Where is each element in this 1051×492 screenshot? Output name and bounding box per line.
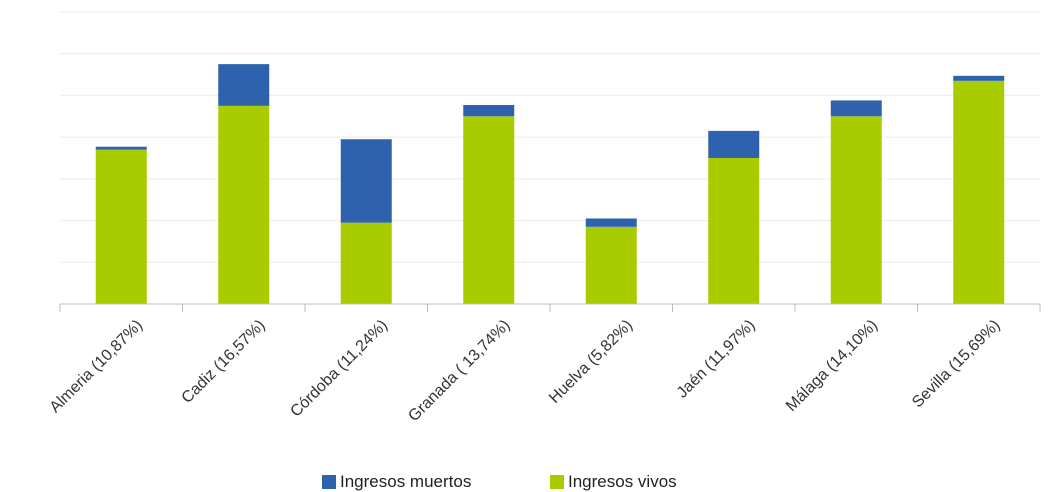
bar-ingresos-muertos xyxy=(463,105,515,117)
x-tick-label: Cadiz (16,57%) xyxy=(179,317,269,407)
bar-ingresos-muertos xyxy=(708,130,760,158)
bar-ingresos-vivos xyxy=(830,116,882,305)
x-tick-labels: Almeria (10,87%) Cadiz (16,57%) Córdoba (1… xyxy=(47,317,1004,425)
bar-ingresos-vivos xyxy=(953,80,1005,304)
x-tick-label: Granada ( 13,74%) xyxy=(405,317,513,425)
legend-item-ingresos-muertos: Ingresos muertos xyxy=(322,472,471,492)
x-tick-label: Málaga (14,10%) xyxy=(783,317,881,415)
x-tick-label: Sevilla (15,69%) xyxy=(909,317,1003,411)
bar-ingresos-vivos xyxy=(218,105,270,304)
legend-swatch-ingresos-muertos xyxy=(322,475,336,489)
bar-ingresos-vivos xyxy=(95,149,147,304)
legend: Ingresos muertos Ingresos vivos xyxy=(0,470,1051,492)
legend-swatch-ingresos-vivos xyxy=(550,475,564,489)
x-tick-label: Córdoba (11,24%) xyxy=(287,317,391,421)
legend-item-ingresos-vivos: Ingresos vivos xyxy=(550,472,677,492)
bar-ingresos-muertos xyxy=(953,75,1005,81)
x-tick-label: Almeria (10,87%) xyxy=(47,317,146,416)
x-axis xyxy=(59,303,1041,312)
gridlines xyxy=(60,11,1040,263)
bar-ingresos-muertos xyxy=(95,146,147,150)
bar-ingresos-vivos xyxy=(340,222,392,304)
bar-ingresos-vivos xyxy=(708,158,760,304)
bar-ingresos-muertos xyxy=(830,100,882,117)
bar-ingresos-vivos xyxy=(463,116,515,305)
bar-ingresos-vivos xyxy=(585,226,637,304)
stacked-bar-chart: Almeria (10,87%) Cadiz (16,57%) Córdoba (1… xyxy=(47,11,1041,425)
bar-ingresos-muertos xyxy=(585,218,637,227)
x-tick-label: Jaén (11,97%) xyxy=(674,317,759,402)
bar-ingresos-muertos xyxy=(340,139,392,223)
bar-ingresos-muertos xyxy=(218,64,270,106)
legend-label-ingresos-muertos: Ingresos muertos xyxy=(340,472,472,491)
x-tick-label: Huelva (5,82%) xyxy=(546,317,636,407)
legend-label-ingresos-vivos: Ingresos vivos xyxy=(568,472,677,491)
bars xyxy=(95,64,1005,305)
